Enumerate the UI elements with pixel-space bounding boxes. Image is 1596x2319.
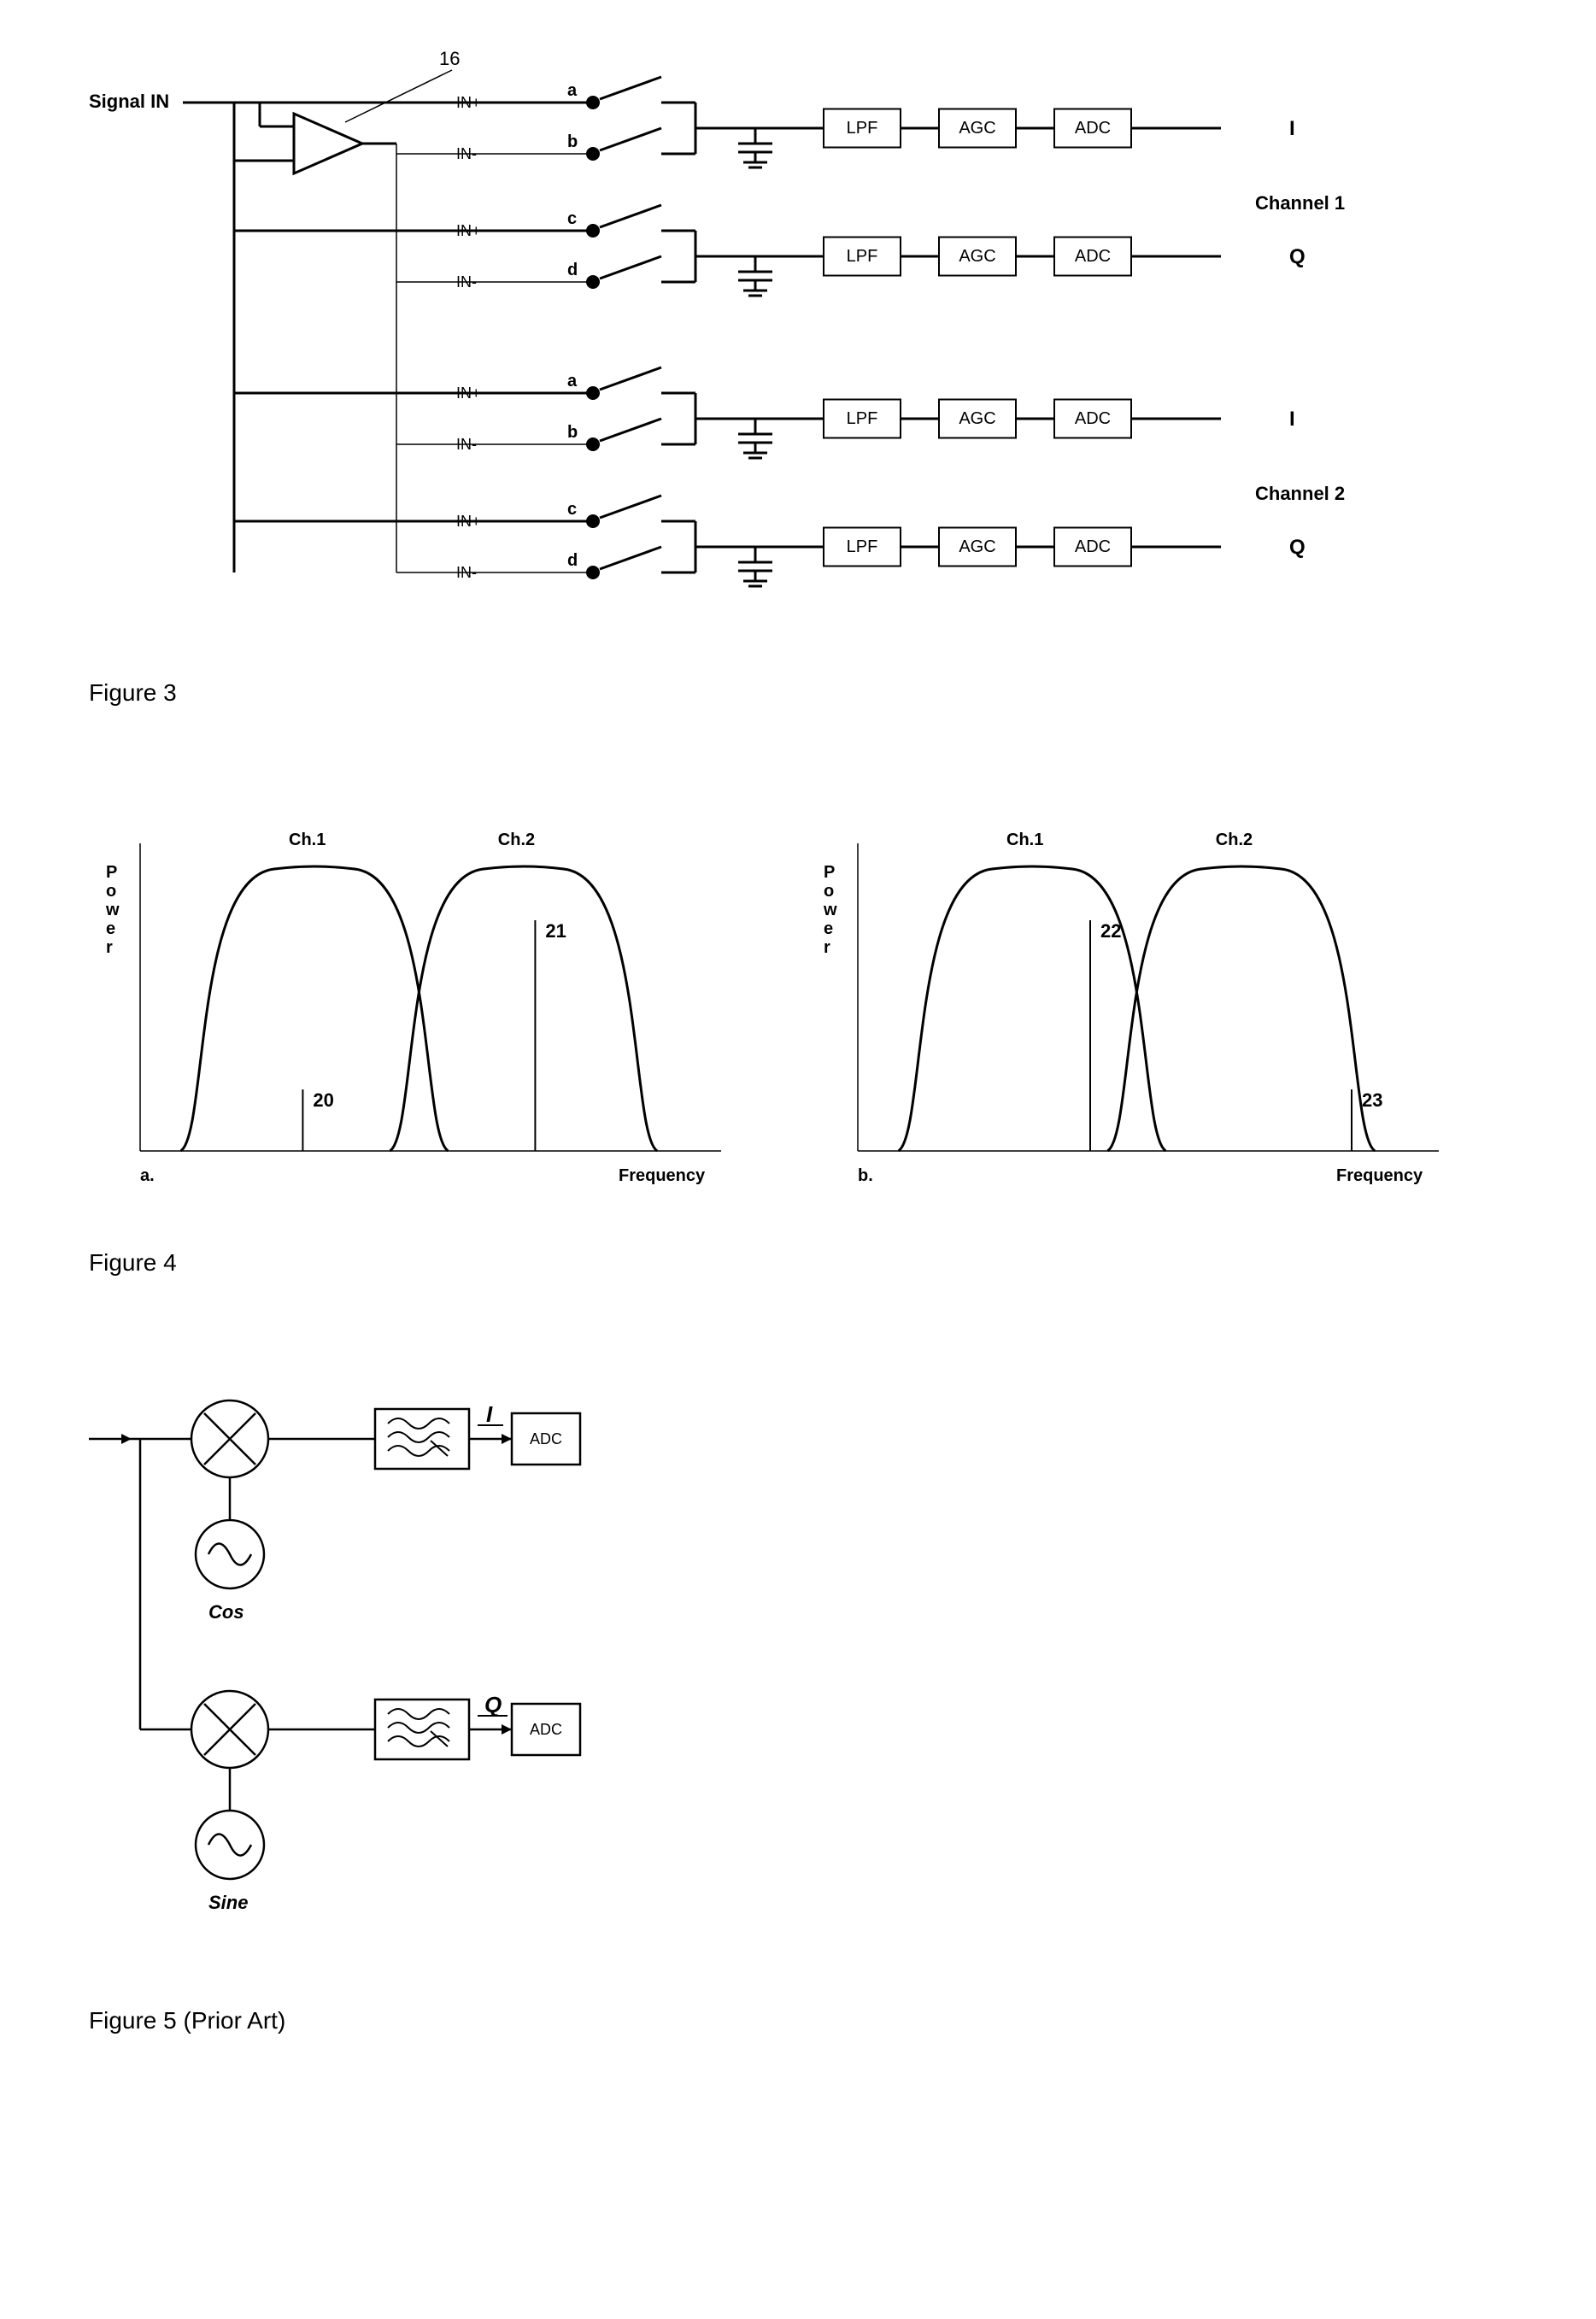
ch2-label: Ch.2 [1216, 831, 1253, 849]
in-label: IN+ [456, 222, 481, 239]
block-label: AGC [959, 119, 995, 138]
i-output-label: I [486, 1401, 493, 1427]
channel-curve [1107, 866, 1375, 1151]
in-label: IN+ [456, 94, 481, 111]
y-axis-char: P [824, 863, 835, 882]
y-axis-char: e [106, 919, 115, 938]
y-axis-char: w [823, 901, 837, 919]
switch-node [586, 566, 600, 579]
y-axis-char: P [106, 863, 117, 882]
switch-label: c [567, 209, 577, 228]
channel-curve [899, 866, 1166, 1151]
in-label: IN+ [456, 513, 481, 530]
channel-2-label: Channel 2 [1255, 483, 1345, 504]
figure-5-label: Figure 5 (Prior Art) [89, 2007, 1558, 2034]
switch-arm [600, 205, 661, 227]
amplifier-icon [294, 114, 362, 173]
y-axis-char: r [824, 938, 830, 957]
sub-label: b. [858, 1166, 873, 1185]
block-label: AGC [959, 409, 995, 428]
switch-arm [600, 77, 661, 99]
ref-16: 16 [439, 48, 460, 69]
switch-label: d [567, 551, 578, 570]
switch-arm [600, 419, 661, 441]
signal-in-label: Signal IN [89, 91, 169, 112]
block-label: ADC [1075, 409, 1111, 428]
in-label: IN- [456, 145, 477, 162]
x-axis-label: Frequency [619, 1166, 706, 1185]
switch-arm [600, 367, 661, 390]
block-label: ADC [1075, 537, 1111, 556]
sub-label: a. [140, 1166, 155, 1185]
switch-node [586, 224, 600, 238]
y-axis-char: e [824, 919, 833, 938]
ch1-label: Ch.1 [289, 831, 326, 849]
marker-label: 23 [1362, 1089, 1382, 1111]
switch-node [586, 96, 600, 109]
y-axis-char: w [105, 901, 120, 919]
output-label: I [1289, 117, 1295, 140]
y-axis-char: o [106, 882, 116, 901]
switch-arm [600, 128, 661, 150]
y-axis-char: o [824, 882, 834, 901]
adc-label: ADC [530, 1430, 562, 1447]
block-label: AGC [959, 247, 995, 266]
x-axis-label: Frequency [1336, 1166, 1423, 1185]
lowpass-filter-icon [375, 1700, 469, 1759]
switch-label: a [567, 372, 578, 390]
block-label: ADC [1075, 119, 1111, 138]
switch-arm [600, 496, 661, 518]
figure-3-label: Figure 3 [89, 679, 1558, 707]
in-label: IN- [456, 273, 477, 291]
switch-node [586, 275, 600, 289]
channel-curve [390, 866, 657, 1151]
block-label: AGC [959, 537, 995, 556]
block-label: LPF [847, 537, 878, 556]
block-label: LPF [847, 247, 878, 266]
marker-label: 21 [545, 920, 566, 942]
switch-label: a [567, 81, 578, 100]
output-label: Q [1289, 536, 1306, 559]
adc-label: ADC [530, 1721, 562, 1738]
figure-5-diagram: I ADC Cos Q ADC Sine [38, 1362, 807, 1977]
switch-label: b [567, 132, 578, 151]
channel-1-label: Channel 1 [1255, 192, 1345, 214]
in-label: IN- [456, 436, 477, 453]
switch-node [586, 386, 600, 400]
block-label: ADC [1075, 247, 1111, 266]
switch-arm [600, 256, 661, 279]
switch-node [586, 437, 600, 451]
figure-4-charts: PowerFrequencya.Ch.1Ch.22021PowerFrequen… [38, 809, 1558, 1219]
switch-arm [600, 547, 661, 569]
ch1-label: Ch.1 [1006, 831, 1043, 849]
marker-label: 22 [1100, 920, 1121, 942]
output-label: Q [1289, 245, 1306, 268]
output-label: I [1289, 408, 1295, 431]
y-axis-char: r [106, 938, 113, 957]
q-output-label: Q [484, 1692, 502, 1717]
block-label: LPF [847, 409, 878, 428]
ch2-label: Ch.2 [498, 831, 535, 849]
marker-label: 20 [313, 1089, 333, 1111]
figure-4-label: Figure 4 [89, 1249, 1558, 1277]
in-label: IN+ [456, 385, 481, 402]
switch-label: d [567, 261, 578, 279]
switch-node [586, 147, 600, 161]
in-label: IN- [456, 564, 477, 581]
switch-label: b [567, 423, 578, 442]
lowpass-filter-icon [375, 1409, 469, 1469]
cos-oscillator-label: Cos [208, 1601, 244, 1623]
block-label: LPF [847, 119, 878, 138]
figure-3-diagram: Signal IN 16 IN+ a IN-b IN+ c IN-d IN+ a IN-b IN+ c I… [38, 34, 1558, 649]
switch-label: c [567, 500, 577, 519]
sine-oscillator-label: Sine [208, 1892, 248, 1913]
switch-node [586, 514, 600, 528]
